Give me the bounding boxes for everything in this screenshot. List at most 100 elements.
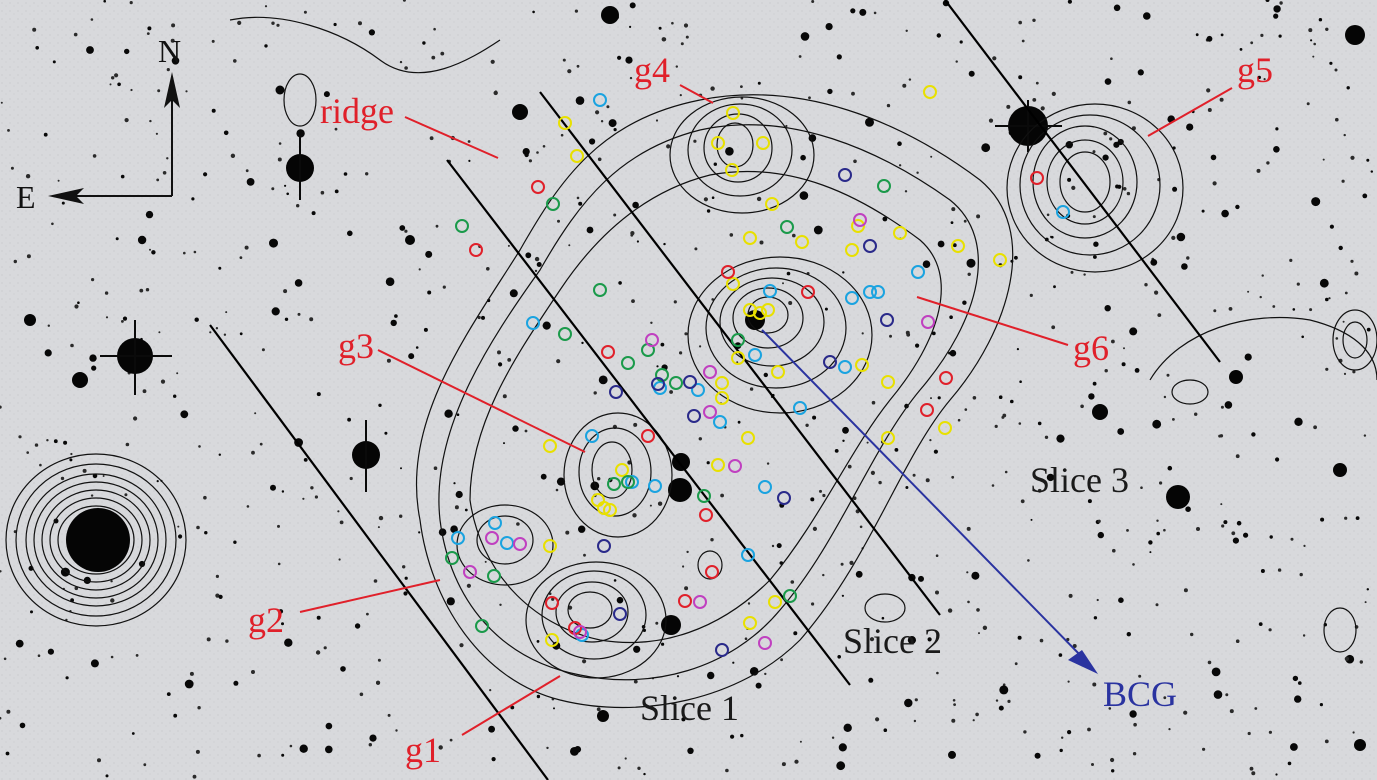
field-star	[1016, 348, 1020, 351]
field-star	[1272, 305, 1276, 308]
field-star	[1035, 81, 1039, 85]
field-star	[1163, 528, 1166, 532]
field-star	[315, 650, 321, 655]
field-star	[57, 179, 60, 182]
field-star	[948, 750, 956, 759]
field-star	[499, 603, 502, 606]
field-star	[676, 675, 680, 678]
field-star	[1265, 0, 1270, 2]
field-star	[834, 449, 839, 453]
field-star	[1344, 656, 1350, 661]
field-star	[687, 747, 694, 754]
field-star	[347, 230, 353, 237]
field-star	[625, 56, 633, 64]
field-star	[679, 351, 683, 355]
field-star	[576, 64, 580, 68]
field-star	[124, 48, 130, 55]
field-star	[952, 699, 956, 702]
field-star	[1322, 158, 1325, 161]
field-star	[385, 277, 395, 287]
field-star	[1110, 57, 1113, 60]
field-star	[953, 703, 956, 706]
field-star	[69, 458, 73, 462]
field-star	[656, 365, 659, 368]
field-star	[1335, 337, 1339, 340]
field-star	[442, 285, 446, 289]
field-star	[34, 443, 39, 447]
label-leaders	[299, 84, 1233, 736]
field-star	[1334, 68, 1338, 72]
field-star	[553, 707, 555, 710]
field-star	[1261, 274, 1264, 277]
field-star	[886, 103, 891, 108]
ridge-leader	[404, 116, 499, 159]
field-star	[368, 29, 375, 36]
field-star	[978, 632, 980, 635]
field-star	[158, 331, 161, 334]
field-star	[744, 637, 748, 640]
field-star	[509, 289, 518, 298]
field-star	[275, 85, 285, 95]
field-star	[1067, 0, 1072, 4]
field-star	[133, 416, 138, 421]
field-star	[402, 565, 406, 569]
field-star	[166, 68, 170, 72]
field-star	[418, 268, 421, 271]
field-star	[303, 10, 307, 14]
field-star	[669, 390, 673, 394]
field-star	[1299, 572, 1303, 577]
field-star	[613, 579, 617, 582]
field-star	[386, 358, 391, 363]
field-star	[841, 594, 845, 597]
field-star	[296, 129, 305, 138]
field-star	[1279, 1, 1283, 5]
field-star	[65, 676, 69, 680]
field-star	[438, 528, 447, 536]
field-star	[203, 172, 208, 177]
field-star	[1087, 727, 1091, 732]
field-star	[673, 300, 677, 304]
field-star	[707, 671, 715, 680]
field-star	[25, 174, 31, 179]
g5-leader	[1147, 87, 1233, 137]
field-star	[598, 375, 608, 385]
field-star	[486, 267, 490, 271]
field-star	[633, 679, 638, 684]
field-star	[1312, 55, 1315, 58]
field-star	[105, 774, 109, 778]
field-star	[1032, 98, 1037, 102]
field-star	[627, 460, 632, 465]
field-star	[1301, 335, 1304, 339]
field-star	[109, 83, 112, 86]
field-star	[245, 169, 249, 173]
field-star	[1109, 137, 1113, 141]
field-star	[1070, 270, 1074, 274]
field-star	[1256, 168, 1261, 173]
field-star	[1306, 102, 1310, 106]
field-star	[729, 233, 734, 237]
field-star	[962, 300, 967, 305]
field-star	[1104, 78, 1112, 85]
field-star	[1172, 418, 1175, 421]
field-star	[264, 44, 268, 48]
field-star	[851, 91, 855, 96]
field-star	[1263, 78, 1266, 81]
field-star	[246, 178, 255, 186]
field-star	[1027, 559, 1030, 562]
field-star	[1051, 91, 1056, 96]
field-star	[1313, 425, 1317, 430]
field-star	[1104, 305, 1111, 312]
field-star	[991, 484, 995, 487]
field-star	[913, 719, 917, 723]
field-star	[151, 250, 156, 255]
field-star	[433, 466, 438, 471]
field-star	[490, 59, 495, 64]
field-star	[369, 734, 377, 742]
field-star	[359, 692, 364, 697]
field-star	[251, 450, 255, 455]
field-star	[1103, 131, 1108, 136]
field-star	[338, 558, 341, 561]
label-g3: g3	[338, 326, 374, 366]
field-star	[643, 772, 646, 776]
field-star	[1206, 88, 1211, 93]
